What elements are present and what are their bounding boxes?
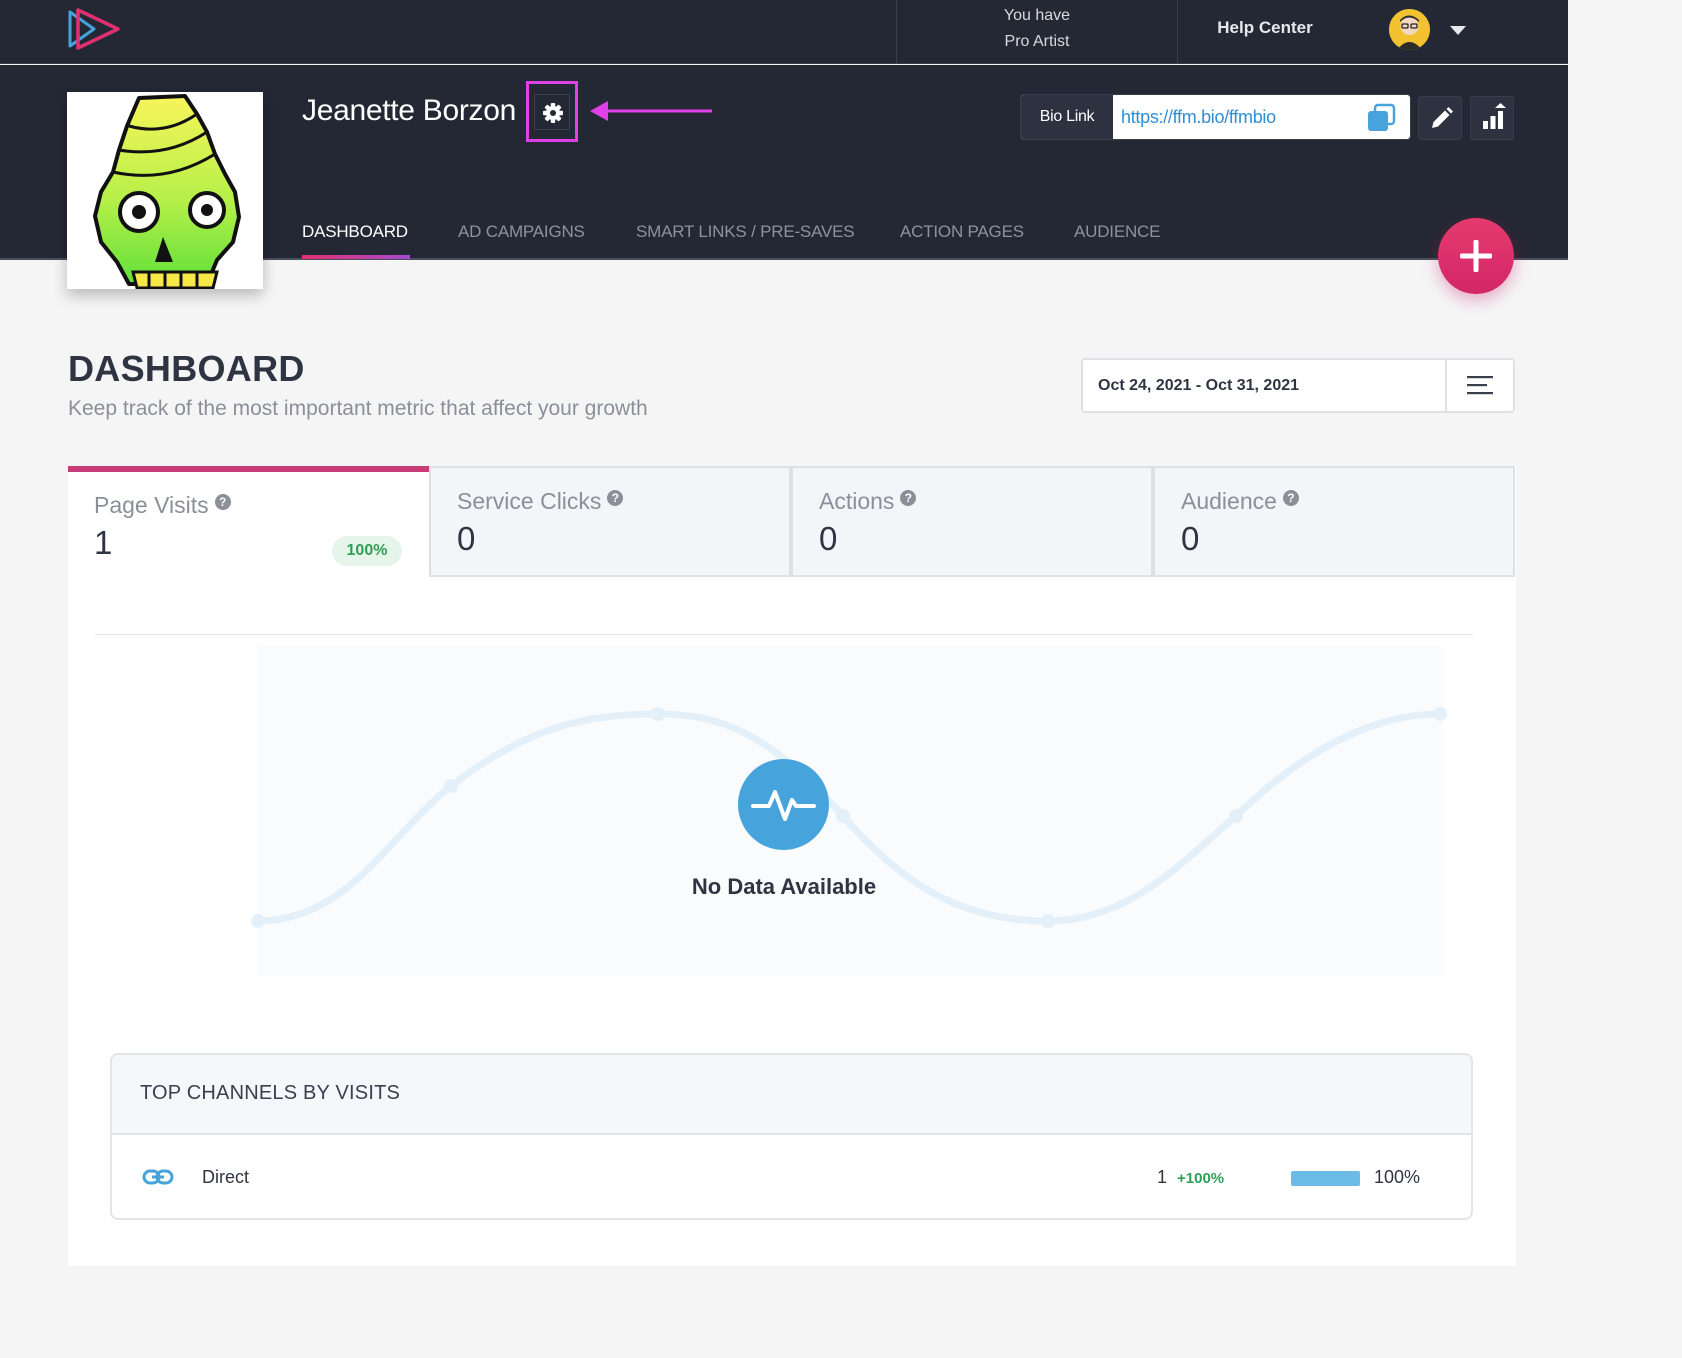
tab-smart-links[interactable]: SMART LINKS / PRE-SAVES: [636, 222, 855, 241]
stat-audience[interactable]: Audience? 0: [1153, 466, 1515, 577]
empty-chart-message: No Data Available: [691, 874, 877, 899]
tab-dashboard[interactable]: DASHBOARD: [302, 222, 408, 241]
artist-profile-image[interactable]: [67, 92, 263, 290]
stat-label-text: Page Visits: [94, 492, 209, 518]
top-channels-title: TOP CHANNELS BY VISITS: [140, 1082, 401, 1104]
bio-link-url[interactable]: https://ffm.bio/ffmbio: [1121, 107, 1276, 127]
active-tab-indicator: [302, 255, 410, 259]
stat-value: 1: [94, 524, 113, 561]
help-icon[interactable]: ?: [214, 494, 231, 510]
help-center-link[interactable]: Help Center: [1217, 18, 1313, 37]
pulse-line-icon: [751, 790, 816, 821]
help-icon[interactable]: ?: [607, 490, 624, 506]
stat-value: 0: [457, 520, 476, 557]
user-avatar[interactable]: [1389, 9, 1430, 50]
top-navigation-bar: You have Pro Artist Help Center: [0, 0, 1568, 64]
stat-actions[interactable]: Actions? 0: [791, 466, 1153, 577]
stat-change-badge: 100%: [332, 536, 402, 566]
stat-service-clicks[interactable]: Service Clicks? 0: [429, 466, 791, 577]
stat-label: Service Clicks?: [457, 488, 624, 515]
settings-button-inner: [534, 94, 570, 130]
help-icon[interactable]: ?: [1282, 490, 1299, 506]
page-subtitle: Keep track of the most important metric …: [68, 397, 648, 420]
plan-line-2: Pro Artist: [1004, 33, 1070, 50]
stat-label-text: Actions: [819, 488, 895, 514]
channel-share-bar: [1291, 1171, 1360, 1186]
table-row[interactable]: Direct 1 +100% 100%: [112, 1137, 1471, 1218]
channel-share-percent: 100%: [1374, 1167, 1421, 1187]
top-channels-card: TOP CHANNELS BY VISITS Direct 1 +100% 10…: [110, 1053, 1473, 1220]
channel-change: +100%: [1177, 1170, 1225, 1187]
tab-audience[interactable]: AUDIENCE: [1074, 222, 1161, 241]
page-title: DASHBOARD: [68, 348, 305, 389]
gear-icon: [543, 103, 563, 123]
stat-label: Page Visits?: [94, 492, 231, 519]
link-icon: [142, 1169, 174, 1185]
plus-icon: [1460, 240, 1492, 272]
pulse-icon: [738, 759, 829, 850]
bar-chart-icon: [1483, 103, 1506, 129]
stat-label-text: Service Clicks: [457, 488, 602, 514]
analytics-button[interactable]: [1470, 96, 1514, 140]
filter-menu-button[interactable]: [1445, 360, 1515, 411]
pencil-icon: [1432, 107, 1453, 128]
tab-action-pages[interactable]: ACTION PAGES: [900, 222, 1024, 241]
bio-link-label: Bio Link: [1021, 95, 1113, 139]
placeholder-chart: [251, 646, 1447, 976]
channel-name: Direct: [202, 1167, 250, 1187]
edit-profile-button[interactable]: [1418, 96, 1462, 140]
help-icon[interactable]: ?: [900, 490, 917, 506]
copy-icon[interactable]: [1366, 103, 1396, 133]
dashboard-panel: Page Visits? 1 100% Service Clicks? 0 Ac…: [68, 466, 1516, 1266]
chevron-down-icon[interactable]: [1450, 26, 1466, 35]
stat-label: Actions?: [819, 488, 917, 515]
date-range-value[interactable]: Oct 24, 2021 - Oct 31, 2021: [1098, 377, 1300, 394]
stat-label-text: Audience: [1181, 488, 1277, 514]
stat-label: Audience?: [1181, 488, 1299, 515]
plan-indicator: You have Pro Artist: [896, 0, 1178, 64]
chart-divider: [95, 634, 1473, 635]
stat-page-visits[interactable]: Page Visits? 1 100%: [68, 466, 430, 577]
channel-visit-count: 1: [1157, 1167, 1168, 1187]
plan-line-1: You have: [1003, 7, 1071, 24]
annotation-arrow-icon: [590, 101, 712, 121]
create-new-button[interactable]: [1438, 218, 1514, 294]
app-logo-icon[interactable]: [64, 6, 122, 52]
top-channels-header: TOP CHANNELS BY VISITS: [112, 1055, 1471, 1135]
menu-icon: [1467, 376, 1493, 395]
tab-ad-campaigns[interactable]: AD CAMPAIGNS: [458, 222, 585, 241]
date-range-picker[interactable]: Oct 24, 2021 - Oct 31, 2021: [1081, 358, 1515, 413]
artist-settings-button[interactable]: [526, 81, 578, 142]
user-avatar-image: [1389, 9, 1430, 50]
skull-artwork-image: [93, 94, 241, 290]
stat-value: 0: [1181, 520, 1200, 557]
stat-value: 0: [819, 520, 838, 557]
bio-link-field: Bio Link https://ffm.bio/ffmbio: [1020, 94, 1411, 140]
artist-name: Jeanette Borzon: [302, 94, 516, 127]
